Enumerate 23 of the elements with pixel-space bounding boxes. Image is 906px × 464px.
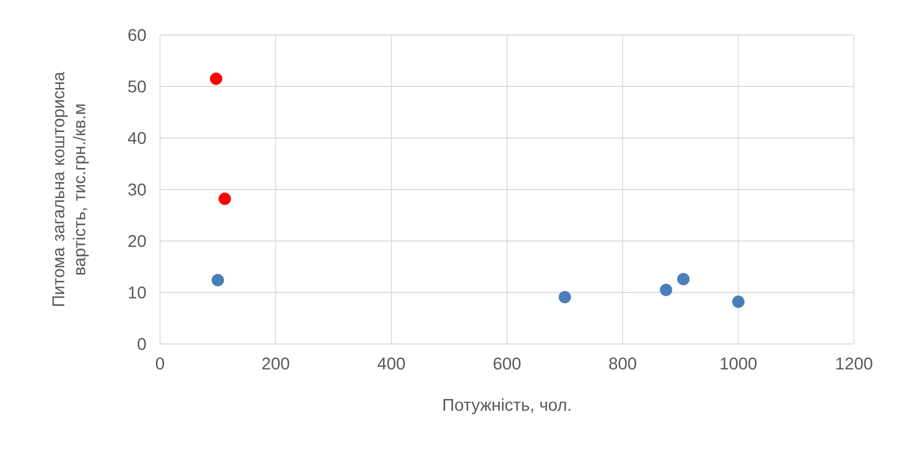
point (732, 296, 745, 308)
y-tick-label: 20 (128, 234, 146, 248)
y-axis-title: Питома загальна кошторисна вартість, тис.грн./кв.м (52, 72, 89, 306)
y-tick-label: 0 (138, 338, 146, 350)
point (210, 72, 222, 85)
y-tick-label: 60 (128, 28, 146, 42)
y-tick-label: 50 (128, 80, 146, 93)
y-tick-label: 10 (128, 286, 146, 299)
point (218, 192, 231, 205)
x-tick-label: 400 (378, 358, 405, 370)
x-tick-label: 600 (494, 358, 521, 370)
point (660, 284, 672, 296)
x-tick-label: 1200 (836, 358, 872, 370)
point (212, 274, 224, 286)
y-tick-label: 40 (128, 132, 146, 144)
y-tick-label: 30 (128, 183, 146, 196)
point (677, 272, 690, 286)
x-tick-label: 200 (262, 358, 290, 370)
point (558, 290, 572, 304)
x-tick-label: 1000 (720, 358, 757, 370)
x-axis-title: Потужність, чол. (444, 398, 570, 414)
x-tick-label: 800 (609, 358, 636, 370)
x-tick-label: 0 (156, 358, 164, 370)
